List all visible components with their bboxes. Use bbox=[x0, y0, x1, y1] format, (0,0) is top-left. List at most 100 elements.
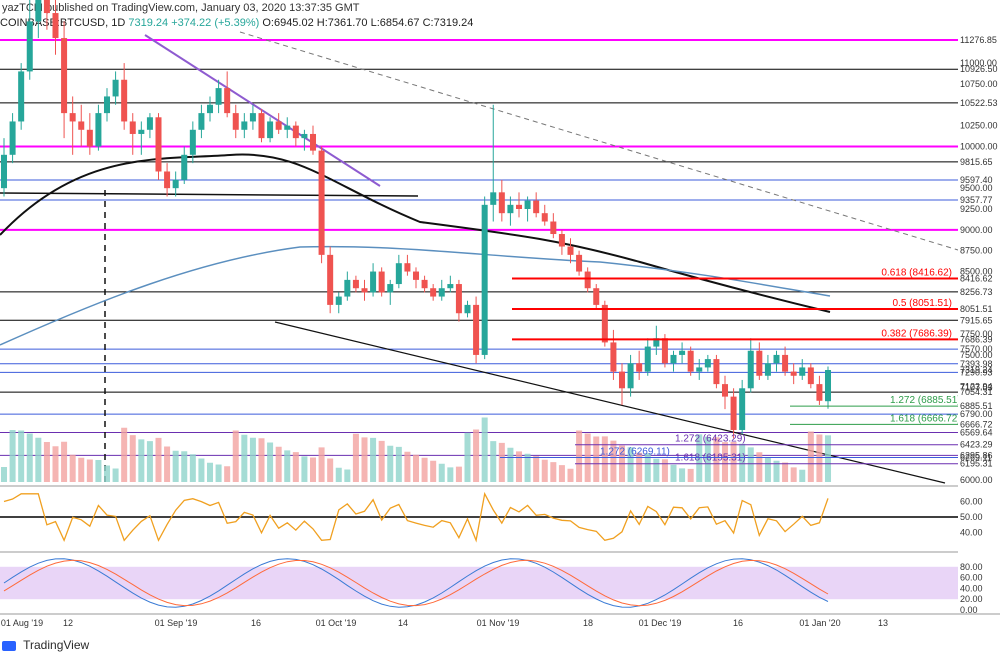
candle-body bbox=[412, 271, 420, 280]
fib-label: 1.618 (6195.31) bbox=[675, 453, 746, 464]
candle-body bbox=[86, 129, 93, 147]
time-tick-label: 01 Dec '19 bbox=[639, 618, 682, 628]
volume-bar bbox=[550, 462, 557, 482]
candle-body bbox=[704, 359, 711, 368]
volume-bar bbox=[704, 436, 711, 482]
candle-body bbox=[198, 113, 205, 130]
fib-label: 1.272 (6423.29) bbox=[675, 434, 746, 445]
candle-body bbox=[515, 204, 523, 210]
volume-bar bbox=[378, 440, 385, 482]
candle-body bbox=[344, 279, 351, 297]
time-tick-label: 01 Sep '19 bbox=[155, 618, 198, 628]
volume-bar bbox=[61, 441, 68, 482]
price-tick-label: 6666.72 bbox=[960, 419, 993, 429]
volume-bar bbox=[824, 435, 832, 482]
candle-body bbox=[395, 263, 402, 285]
candle-body bbox=[507, 204, 514, 214]
price-tick-label: 6423.29 bbox=[960, 440, 993, 450]
candle-body bbox=[43, 0, 50, 14]
stoch-tick-label: 20.00 bbox=[960, 594, 983, 604]
candle-body bbox=[378, 271, 385, 293]
volume-bar bbox=[438, 463, 445, 482]
volume-bar bbox=[661, 459, 668, 482]
candle-body bbox=[181, 154, 188, 180]
candle-body bbox=[773, 354, 780, 364]
candle-body bbox=[799, 367, 806, 376]
volume-bar bbox=[807, 431, 814, 482]
volume-bar bbox=[309, 457, 317, 482]
candle-body bbox=[26, 21, 33, 72]
stoch-tick-label: 0.00 bbox=[960, 605, 978, 615]
volume-bar bbox=[361, 437, 368, 482]
candle-body bbox=[473, 304, 480, 355]
volume-bar bbox=[95, 460, 102, 482]
candle-body bbox=[533, 200, 540, 214]
volume-bar bbox=[644, 453, 651, 482]
volume-bar bbox=[352, 433, 359, 482]
price-tick-label: 6269.11 bbox=[960, 453, 992, 463]
fib-label: 0.618 (8416.62) bbox=[881, 267, 952, 278]
volume-bar bbox=[515, 451, 523, 482]
candle-body bbox=[764, 363, 771, 376]
price-axis-bg bbox=[958, 30, 1000, 490]
volume-bar bbox=[782, 462, 789, 482]
volume-bar bbox=[112, 468, 119, 482]
price-tick-label: 8750.00 bbox=[960, 246, 993, 256]
candle-body bbox=[232, 113, 239, 130]
time-tick-label: 01 Aug '19 bbox=[1, 618, 43, 628]
volume-bar bbox=[241, 434, 248, 482]
price-tick-label: 7290.93 bbox=[960, 367, 993, 377]
volume-bar bbox=[713, 437, 720, 482]
stoch-tick-label: 60.00 bbox=[960, 573, 983, 583]
candle-body bbox=[661, 338, 668, 364]
price-tick-label: 10750.00 bbox=[960, 79, 998, 89]
price-tick-label: 7570.00 bbox=[960, 344, 993, 354]
candle-body bbox=[593, 288, 600, 305]
volume-bar bbox=[370, 437, 377, 482]
price-tick-label: 7107.03 bbox=[960, 383, 993, 393]
candle-body bbox=[438, 288, 445, 297]
volume-bar bbox=[318, 447, 325, 482]
volume-bar bbox=[679, 468, 686, 482]
publish-header: yazTCM published on TradingView.com, Jan… bbox=[0, 0, 1000, 16]
volume-bar bbox=[344, 469, 351, 482]
candle-body bbox=[69, 113, 76, 122]
tradingview-logo-icon bbox=[2, 640, 16, 651]
candle-body bbox=[524, 200, 531, 210]
volume-bar bbox=[43, 442, 50, 482]
price-tick-label: 7500.00 bbox=[960, 350, 993, 360]
volume-bar bbox=[447, 467, 454, 482]
price-tick-label: 10000.00 bbox=[960, 141, 998, 151]
volume-bar bbox=[258, 438, 265, 482]
candle-body bbox=[335, 296, 342, 305]
volume-bar bbox=[292, 452, 299, 482]
last-price: 7319.24 bbox=[128, 17, 169, 29]
time-tick-label: 01 Oct '19 bbox=[316, 618, 357, 628]
price-change: +374.22 (+5.39%) bbox=[171, 17, 260, 29]
candle-body bbox=[284, 125, 291, 130]
volume-bar bbox=[164, 446, 171, 482]
candle-body bbox=[206, 104, 214, 114]
volume-bar bbox=[816, 434, 823, 482]
volume-bar bbox=[335, 467, 342, 482]
price-tick-label: 7915.65 bbox=[960, 315, 993, 325]
rsi-line bbox=[3, 491, 829, 543]
time-tick-label: 14 bbox=[398, 618, 408, 628]
volume-bar bbox=[790, 467, 797, 482]
volume-bar bbox=[610, 440, 617, 482]
rsi-tick-label: 50.00 bbox=[960, 512, 983, 522]
price-tick-label: 7054.31 bbox=[960, 387, 993, 397]
tradingview-footer[interactable]: TradingView bbox=[2, 638, 89, 652]
volume-bar bbox=[0, 467, 8, 482]
price-tick-label: 9250.00 bbox=[960, 204, 993, 214]
time-tick-label: 01 Jan '20 bbox=[799, 618, 840, 628]
candle-body bbox=[756, 350, 763, 376]
candle-body bbox=[601, 304, 608, 343]
volume-bar bbox=[121, 427, 128, 482]
candle-body bbox=[670, 354, 677, 364]
candle-body bbox=[370, 271, 377, 293]
candle-body bbox=[790, 371, 797, 376]
volume-bar bbox=[198, 458, 205, 482]
